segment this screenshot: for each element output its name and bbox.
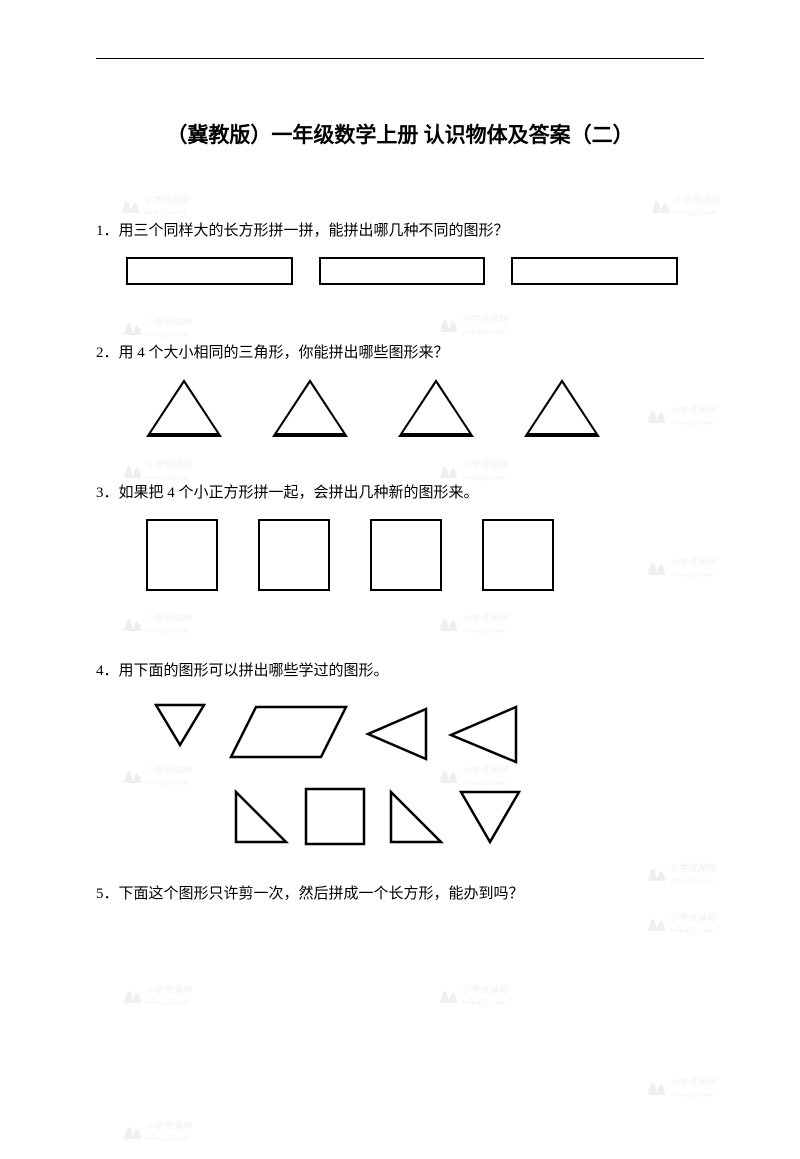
question-5: 5．下面这个图形只许剪一次，然后拼成一个长方形，能办到吗？ <box>96 882 704 906</box>
question-2-body: 用 4 个大小相同的三角形，你能拼出哪些图形来？ <box>119 345 449 361</box>
square-shape <box>258 519 330 591</box>
svg-text:小学资源网: 小学资源网 <box>461 985 509 995</box>
svg-text:www.xj5u.com: www.xj5u.com <box>669 1090 713 1099</box>
question-3: 3．如果把 4 个小正方形拼一起，会拼出几种新的图形来。 <box>96 481 704 591</box>
question-5-text: 5．下面这个图形只许剪一次，然后拼成一个长方形，能办到吗？ <box>96 882 704 906</box>
question-1-number: 1． <box>96 223 119 239</box>
question-4-body: 用下面的图形可以拼出哪些学过的图形。 <box>119 663 389 679</box>
rectangle-shape <box>319 257 486 285</box>
watermark-icon: 小学资源网 www.xj5u.com <box>636 1060 736 1115</box>
square-shape <box>370 519 442 591</box>
svg-text:www.xj5u.com: www.xj5u.com <box>145 1134 189 1143</box>
question-4-text: 4．用下面的图形可以拼出哪些学过的图形。 <box>96 659 704 683</box>
question-4: 4．用下面的图形可以拼出哪些学过的图形。 <box>96 659 704 852</box>
rectangle-shape <box>126 257 293 285</box>
right-triangle-shape <box>236 792 286 842</box>
rhombus-shape <box>231 707 346 757</box>
square-shape <box>482 519 554 591</box>
question-1-body: 用三个同样大的长方形拼一拼，能拼出哪几种不同的图形？ <box>119 223 509 239</box>
question-5-number: 5． <box>96 886 119 902</box>
question-1: 1．用三个同样大的长方形拼一拼，能拼出哪几种不同的图形？ <box>96 219 704 285</box>
svg-text:www.xj5u.com: www.xj5u.com <box>145 998 189 1007</box>
question-2-number: 2． <box>96 345 119 361</box>
question-1-text: 1．用三个同样大的长方形拼一拼，能拼出哪几种不同的图形？ <box>96 219 704 243</box>
q3-shapes-row <box>146 519 704 591</box>
page-title: （冀教版）一年级数学上册 认识物体及答案（二） <box>96 119 704 149</box>
triangle-left-shape <box>368 709 426 759</box>
question-4-number: 4． <box>96 663 119 679</box>
q4-mixed-shapes-svg <box>146 697 606 852</box>
svg-text:www.xj5u.com: www.xj5u.com <box>461 998 505 1007</box>
question-2-text: 2．用 4 个大小相同的三角形，你能拼出哪些图形来？ <box>96 341 704 365</box>
svg-text:小学资源网: 小学资源网 <box>669 1077 717 1087</box>
question-3-number: 3． <box>96 485 119 501</box>
q4-shapes-container <box>146 697 606 852</box>
svg-text:小学资源网: 小学资源网 <box>145 985 193 995</box>
triangle-down-shape <box>156 705 204 745</box>
triangle-left-shape <box>451 707 516 762</box>
svg-text:小学资源网: 小学资源网 <box>145 1121 193 1131</box>
rectangle-shape <box>511 257 678 285</box>
q1-shapes-row <box>126 257 704 285</box>
q2-shapes-row <box>146 379 704 437</box>
triangle-shape <box>146 379 222 437</box>
watermark-icon: 小学资源网 www.xj5u.com <box>428 968 528 1023</box>
triangle-shape <box>524 379 600 437</box>
watermark-icon: 小学资源网 www.xj5u.com <box>112 968 212 1023</box>
triangle-shape <box>398 379 474 437</box>
square-shape <box>146 519 218 591</box>
header-rule <box>96 58 704 59</box>
question-5-body: 下面这个图形只许剪一次，然后拼成一个长方形，能办到吗？ <box>119 886 524 902</box>
right-triangle-shape <box>391 792 441 842</box>
page-container: （冀教版）一年级数学上册 认识物体及答案（二） 1．用三个同样大的长方形拼一拼，… <box>0 0 800 964</box>
triangle-down-shape <box>461 792 519 842</box>
question-3-body: 如果把 4 个小正方形拼一起，会拼出几种新的图形来。 <box>119 485 479 501</box>
question-2: 2．用 4 个大小相同的三角形，你能拼出哪些图形来？ <box>96 341 704 437</box>
triangle-shape <box>272 379 348 437</box>
square-shape <box>306 789 364 844</box>
question-3-text: 3．如果把 4 个小正方形拼一起，会拼出几种新的图形来。 <box>96 481 704 505</box>
